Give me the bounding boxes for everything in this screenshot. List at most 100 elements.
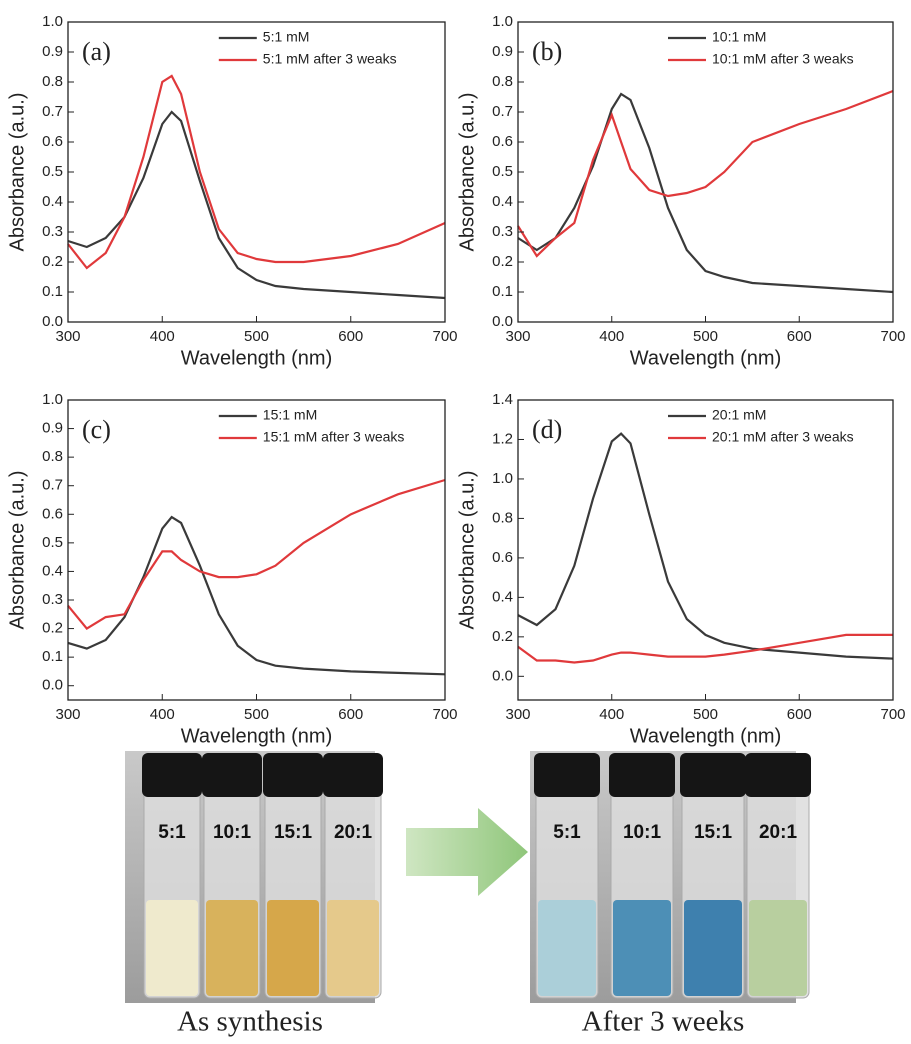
x-tick-label: 500 <box>693 706 718 723</box>
vial-label: 15:1 <box>274 822 312 843</box>
y-tick-label: 1.0 <box>492 470 513 487</box>
y-tick-label: 0.9 <box>492 43 513 60</box>
y-tick-label: 0.1 <box>42 283 63 300</box>
y-tick-label: 0.4 <box>492 588 513 605</box>
x-tick-label: 500 <box>244 706 269 723</box>
legend-label: 20:1 mM <box>712 407 766 423</box>
y-tick-label: 0.1 <box>42 648 63 665</box>
panel-label: (d) <box>532 415 562 444</box>
y-axis-title: Absorbance (a.u.) <box>6 93 28 252</box>
legend-label: 10:1 mM after 3 weaks <box>712 51 854 67</box>
y-tick-label: 0.2 <box>492 253 513 270</box>
data-line <box>517 633 893 664</box>
data-line <box>67 515 446 676</box>
vial-label: 5:1 <box>553 822 581 843</box>
x-tick-label: 600 <box>338 706 363 723</box>
y-tick-label: 0.7 <box>492 103 513 120</box>
y-tick-label: 0.4 <box>42 562 63 579</box>
x-tick-label: 600 <box>787 328 812 345</box>
x-tick-label: 400 <box>150 328 175 345</box>
vial-liquid <box>206 900 258 996</box>
x-tick-label: 400 <box>150 706 175 723</box>
x-tick-label: 600 <box>787 706 812 723</box>
x-tick-label: 300 <box>55 706 80 723</box>
y-tick-label: 0.8 <box>42 448 63 465</box>
legend-label: 15:1 mM <box>263 407 317 423</box>
y-tick-label: 0.7 <box>42 477 63 494</box>
data-line <box>67 478 446 631</box>
data-line <box>517 432 894 660</box>
vial-cap <box>609 753 675 797</box>
x-tick-label: 700 <box>432 328 457 345</box>
data-line <box>67 110 446 300</box>
vial-cap <box>323 753 383 797</box>
vial-label: 15:1 <box>694 822 732 843</box>
vial-cap <box>202 753 262 797</box>
vial-label: 20:1 <box>759 822 797 843</box>
y-tick-label: 0.7 <box>42 103 63 120</box>
x-axis-title: Wavelength (nm) <box>181 347 333 369</box>
x-tick-label: 700 <box>880 328 905 345</box>
y-tick-label: 0.6 <box>492 133 513 150</box>
y-tick-label: 0.6 <box>492 549 513 566</box>
legend-label: 20:1 mM after 3 weaks <box>712 429 854 445</box>
legend-label: 5:1 mM after 3 weaks <box>263 51 397 67</box>
y-tick-label: 0.5 <box>42 534 63 551</box>
y-tick-label: 0.1 <box>492 283 513 300</box>
x-axis-title: Wavelength (nm) <box>630 347 782 369</box>
y-tick-label: 1.2 <box>492 430 513 447</box>
y-tick-label: 0.8 <box>42 73 63 90</box>
photo-caption: After 3 weeks <box>582 1006 745 1038</box>
y-tick-label: 1.0 <box>42 13 63 30</box>
y-axis-title: Absorbance (a.u.) <box>456 471 478 630</box>
y-tick-label: 0.0 <box>492 667 513 684</box>
y-tick-label: 0.8 <box>492 509 513 526</box>
data-line <box>517 89 894 258</box>
vial-cap <box>745 753 811 797</box>
x-tick-label: 500 <box>693 328 718 345</box>
x-tick-label: 300 <box>505 328 530 345</box>
legend-label: 5:1 mM <box>263 29 310 45</box>
y-tick-label: 0.4 <box>492 193 513 210</box>
y-tick-label: 0.9 <box>42 43 63 60</box>
y-tick-label: 0.3 <box>492 223 513 240</box>
plot-frame <box>517 21 894 323</box>
plot-frame <box>67 21 446 323</box>
legend-label: 10:1 mM <box>712 29 766 45</box>
panel-label: (b) <box>532 37 562 66</box>
y-tick-label: 0.9 <box>42 420 63 437</box>
x-axis-title: Wavelength (nm) <box>630 725 782 747</box>
panel-label: (c) <box>82 415 111 444</box>
vial-cap <box>680 753 746 797</box>
photo-caption: As synthesis <box>177 1006 323 1038</box>
y-tick-label: 0.5 <box>492 163 513 180</box>
x-tick-label: 400 <box>599 328 624 345</box>
vial-label: 10:1 <box>213 822 251 843</box>
vial-cap <box>263 753 323 797</box>
y-tick-label: 0.2 <box>42 253 63 270</box>
y-axis-title: Absorbance (a.u.) <box>6 471 28 630</box>
y-tick-label: 0.2 <box>492 628 513 645</box>
x-tick-label: 700 <box>432 706 457 723</box>
y-tick-label: 0.6 <box>42 133 63 150</box>
x-tick-label: 600 <box>338 328 363 345</box>
x-tick-label: 300 <box>505 706 530 723</box>
vial-liquid <box>538 900 596 996</box>
y-tick-label: 0.0 <box>42 677 63 694</box>
vial-liquid <box>684 900 742 996</box>
vial-cap <box>534 753 600 797</box>
y-tick-label: 1.0 <box>42 391 63 408</box>
vial-cap <box>142 753 202 797</box>
data-line <box>67 74 446 270</box>
x-axis-title: Wavelength (nm) <box>181 725 333 747</box>
arrow <box>406 808 528 896</box>
y-tick-label: 0.8 <box>492 73 513 90</box>
y-tick-label: 0.4 <box>42 193 63 210</box>
x-tick-label: 700 <box>880 706 905 723</box>
vial-liquid <box>327 900 379 996</box>
y-tick-label: 0.6 <box>42 505 63 522</box>
y-tick-label: 1.4 <box>492 391 513 408</box>
vial-liquid <box>613 900 671 996</box>
vial-liquid <box>749 900 807 996</box>
